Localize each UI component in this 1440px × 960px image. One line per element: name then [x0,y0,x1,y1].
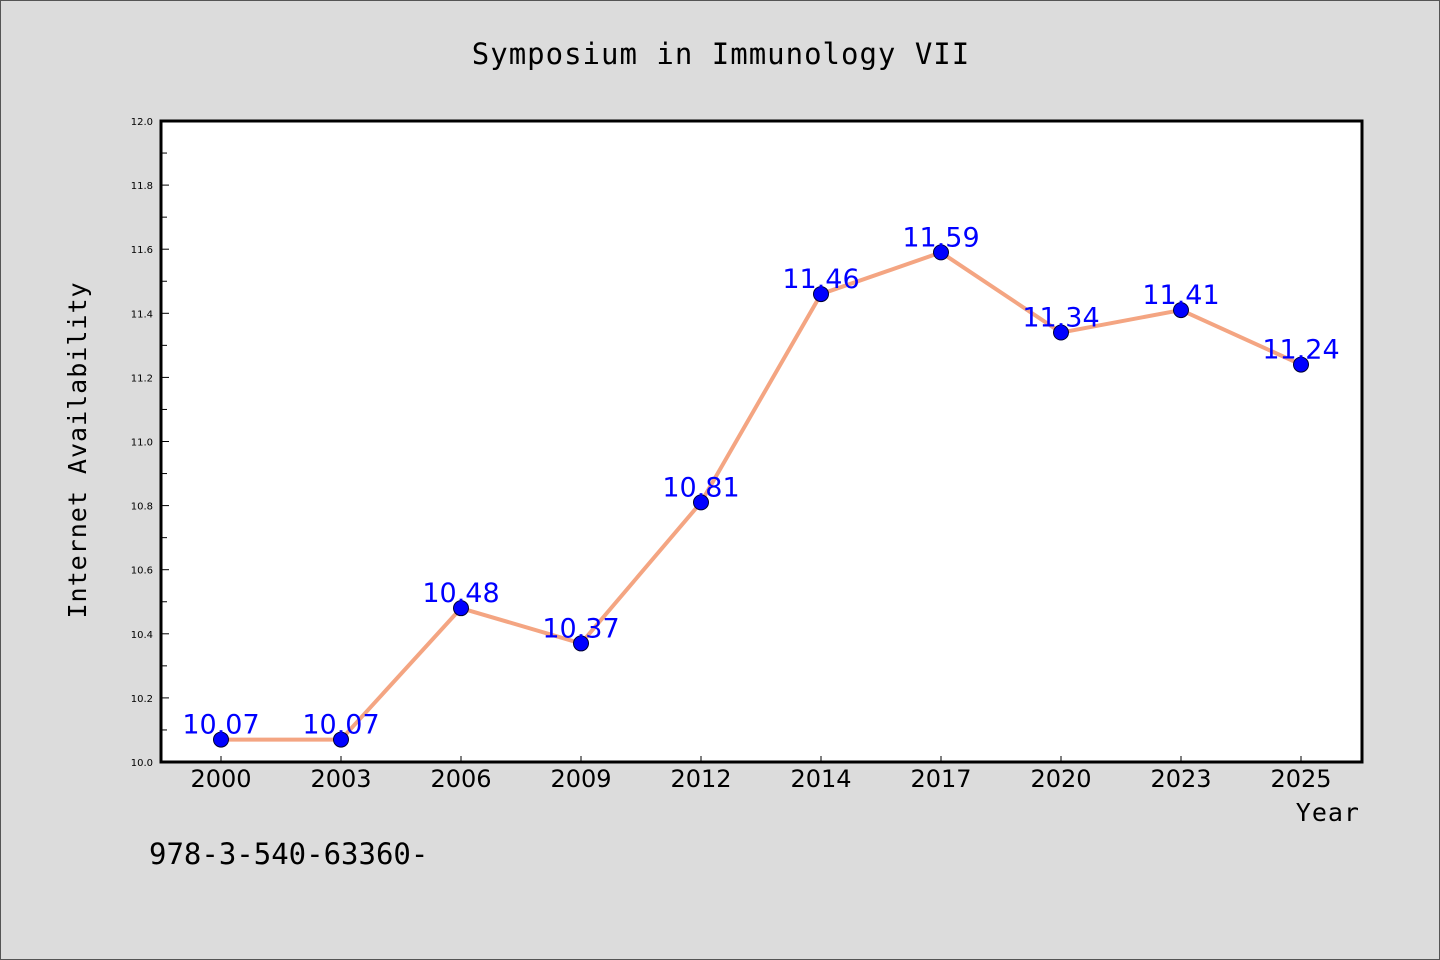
data-point-marker [933,244,949,261]
data-point-marker [693,494,709,511]
x-tick-label: 2009 [550,765,611,793]
y-axis-label: Internet Availability [63,281,92,618]
x-tick-label: 2023 [1150,765,1211,793]
x-tick-label: 2006 [430,765,491,793]
data-label: 10.07 [302,710,379,741]
data-point-marker [1173,302,1189,319]
data-label: 10.07 [182,710,259,741]
data-point-marker [1053,324,1069,341]
y-tick-label: 10.4 [131,630,153,641]
x-axis: 2000 2003 2006 2009 2012 2014 2017 2020 2023 2025 [190,756,1332,793]
y-tick-label: 10.2 [131,694,153,705]
x-tick-label: 2017 [910,765,971,793]
data-label: 10.48 [422,578,499,609]
data-label: 11.46 [782,264,859,295]
series-group: 10.07 10.07 10.48 10.37 10.81 11.46 11.59 11.34… [182,222,1340,748]
series-line [221,250,1302,742]
x-tick-label: 2025 [1270,765,1331,793]
data-point-marker [333,731,349,748]
x-tick-label: 2000 [190,765,251,793]
data-point-marker [1293,356,1309,373]
y-tick-label: 11.2 [131,373,153,384]
data-label: 11.24 [1262,335,1339,366]
x-tick-label: 2020 [1030,765,1091,793]
y-tick-label: 10.0 [131,758,153,769]
y-tick-label: 11.8 [131,181,153,192]
y-axis: 10.0 10.2 10.4 10.6 10.8 11.0 11.2 11.4 11.6 11.8… [131,117,169,769]
data-point-marker [813,286,829,303]
plot-area [159,119,1364,764]
y-tick-label: 10.8 [131,502,153,513]
y-tick-label: 12.0 [131,117,153,128]
data-point-marker [573,635,589,652]
footnote-text: 978-3-540-63360- [149,837,428,871]
data-point-marker [453,600,469,617]
data-label: 10.81 [662,472,739,503]
data-point-marker [213,731,229,748]
y-tick-label: 10.6 [131,566,153,577]
y-tick-label: 11.6 [131,245,153,256]
y-tick-label: 11.4 [131,309,153,320]
x-tick-label: 2012 [670,765,731,793]
data-label: 11.34 [1022,303,1099,334]
data-label: 10.37 [542,613,619,644]
x-tick-label: 2003 [310,765,371,793]
x-tick-label: 2014 [790,765,851,793]
y-tick-label: 11.0 [131,438,153,449]
data-label: 11.41 [1142,280,1219,311]
data-label: 11.59 [902,222,979,253]
x-axis-label: Year [1296,798,1360,827]
chart-title: Symposium in Immunology VII [472,37,970,71]
